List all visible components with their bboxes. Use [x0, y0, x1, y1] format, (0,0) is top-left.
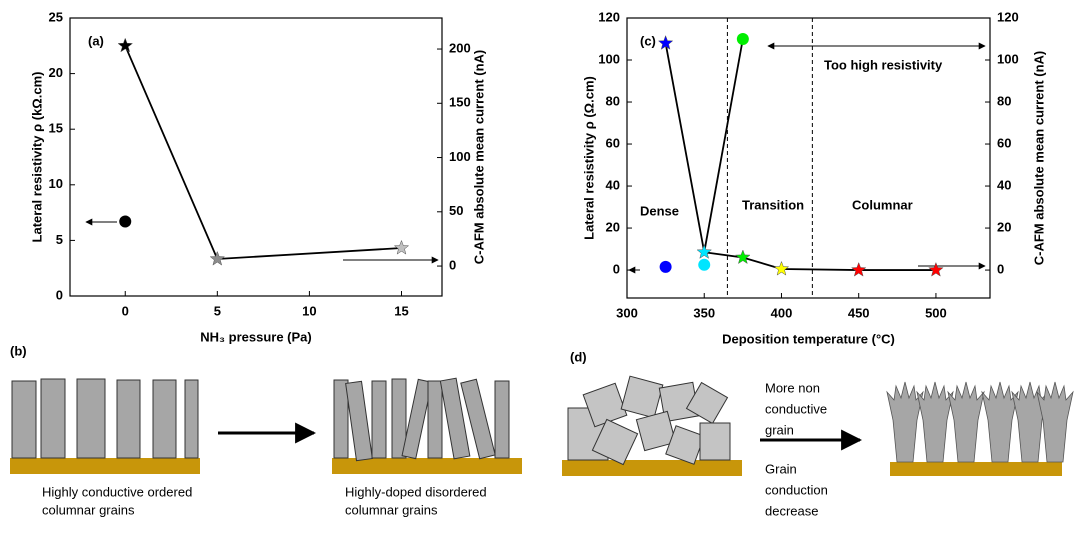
x-tick-label: 5	[214, 303, 221, 318]
y-tick-label: 60	[606, 135, 620, 150]
x-tick-label: 300	[616, 305, 638, 320]
caption: grain	[765, 422, 794, 437]
y2-tick-label: 50	[449, 203, 463, 218]
circle-point	[698, 258, 711, 271]
star-point	[696, 243, 713, 259]
x-tick-label: 400	[771, 305, 793, 320]
annotation: (c)	[640, 33, 656, 48]
series-link	[703, 38, 744, 253]
substrate	[10, 458, 200, 474]
x-tick-label: 0	[122, 303, 129, 318]
star-point	[735, 249, 751, 265]
y2-tick-label: 60	[997, 135, 1011, 150]
y2-axis-label: C-AFM absolute mean current (nA)	[471, 50, 486, 265]
y2-tick-label: 40	[997, 177, 1011, 192]
caption: columnar grains	[42, 502, 135, 517]
circle-point	[119, 215, 132, 228]
y2-tick-label: 20	[997, 219, 1011, 234]
grain-tree	[916, 381, 954, 463]
substrate	[332, 458, 522, 474]
y-tick-label: 0	[613, 262, 620, 277]
diagram-d	[562, 375, 1074, 476]
y2-tick-label: 100	[449, 149, 471, 164]
x-tick-label: 10	[302, 303, 316, 318]
y2-tick-label: 200	[449, 40, 471, 55]
annotation: Transition	[742, 197, 804, 212]
y-tick-label: 25	[49, 9, 63, 24]
y-tick-label: 0	[56, 287, 63, 302]
substrate	[562, 460, 742, 476]
y2-tick-label: 0	[449, 257, 456, 272]
y-tick-label: 10	[49, 176, 63, 191]
y2-tick-label: 150	[449, 95, 471, 110]
caption: Highly conductive ordered	[42, 484, 192, 499]
y2-axis-label: C-AFM absolute mean current (nA)	[1031, 51, 1046, 266]
y-tick-label: 5	[56, 232, 63, 247]
y-tick-label: 100	[598, 51, 620, 66]
y-tick-label: 20	[49, 65, 63, 80]
x-tick-label: 15	[394, 303, 408, 318]
annotation: Columnar	[852, 197, 913, 212]
grain-tree	[947, 381, 985, 463]
y-tick-label: 15	[49, 121, 63, 136]
panel-label: (b)	[10, 343, 27, 358]
x-axis-label: Deposition temperature (°C)	[722, 331, 895, 346]
caption: Grain	[765, 461, 797, 476]
caption: conductive	[765, 401, 827, 416]
y2-tick-label: 80	[997, 93, 1011, 108]
star-point	[393, 239, 410, 255]
grain-tree	[886, 381, 924, 463]
y-tick-label: 80	[606, 93, 620, 108]
caption: columnar grains	[345, 502, 438, 517]
x-tick-label: 500	[925, 305, 947, 320]
x-tick-label: 350	[693, 305, 715, 320]
plot-frame	[69, 17, 443, 297]
x-axis-label: NH₃ pressure (Pa)	[200, 329, 312, 344]
star-point	[928, 261, 944, 277]
y2-tick-label: 100	[997, 51, 1019, 66]
annotation: Too high resistivity	[824, 57, 943, 72]
y-axis-label: Lateral resistivity ρ (kΩ.cm)	[29, 72, 44, 243]
circle-point	[736, 33, 749, 46]
caption: More non	[765, 380, 820, 395]
x-tick-label: 450	[848, 305, 870, 320]
grain-tree	[981, 381, 1019, 463]
caption: Highly-doped disordered	[345, 484, 487, 499]
caption: conduction	[765, 482, 828, 497]
star-point	[117, 37, 134, 53]
series-line	[124, 45, 402, 260]
diagram-b	[10, 377, 522, 474]
caption: decrease	[765, 503, 818, 518]
y2-tick-label: 0	[997, 262, 1004, 277]
annotation: Dense	[640, 203, 679, 218]
y-axis-label: Lateral resistivity ρ (Ω.cm)	[581, 76, 596, 240]
star-point	[850, 261, 867, 277]
panel-label: (d)	[570, 349, 587, 364]
annotation: (a)	[88, 33, 104, 48]
y-tick-label: 120	[598, 9, 620, 24]
grain-tree	[1036, 381, 1074, 463]
substrate	[890, 462, 1062, 476]
star-point	[773, 260, 790, 276]
star-point	[209, 250, 226, 266]
series-line	[664, 43, 936, 271]
circle-point	[659, 260, 672, 273]
y2-tick-label: 120	[997, 9, 1019, 24]
y-tick-label: 20	[606, 219, 620, 234]
plot-frame	[626, 17, 991, 299]
y-tick-label: 40	[606, 177, 620, 192]
star-point	[657, 34, 674, 50]
